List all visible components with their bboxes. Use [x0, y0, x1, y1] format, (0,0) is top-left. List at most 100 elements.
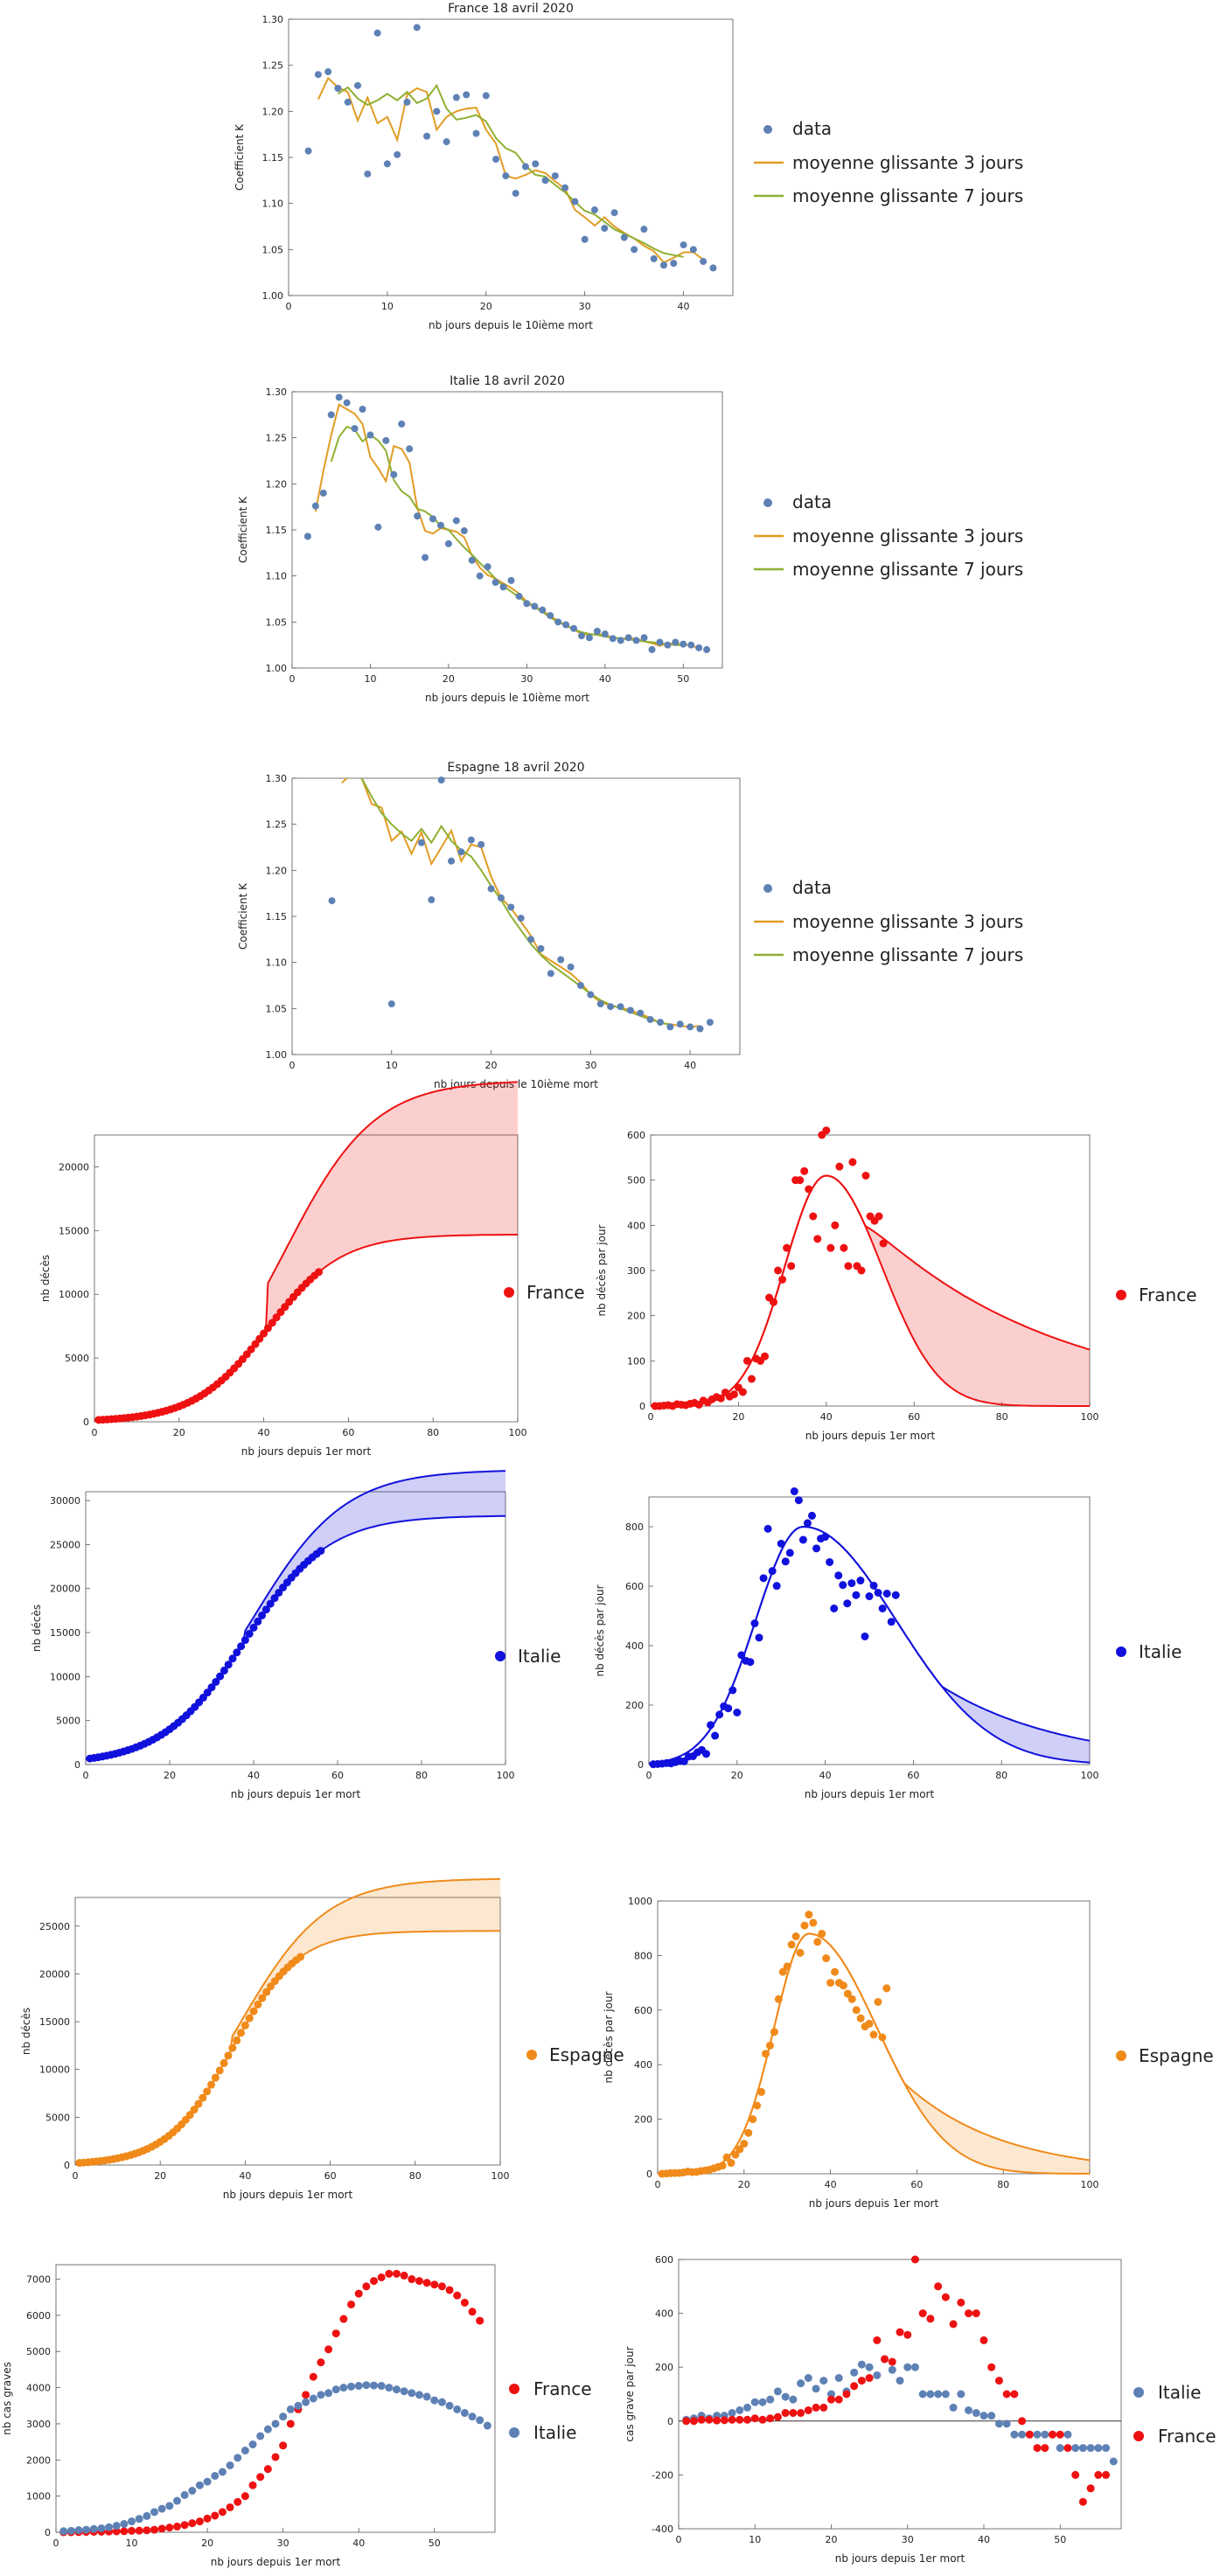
- data-point: [207, 1683, 216, 1692]
- data-point: [778, 1275, 787, 1284]
- data-point: [809, 1918, 818, 1927]
- data-point: [865, 2019, 874, 2028]
- chart-cum-italie: 0 20 40 60 80 100 0 5000 10000 15000 20000 25000 300…: [31, 1470, 561, 1800]
- data-point: [813, 1235, 822, 1243]
- x-tick-label: 100: [1081, 1411, 1099, 1423]
- data-point: [267, 1982, 275, 1991]
- data-point: [843, 1989, 852, 1998]
- x-tick-label: 0: [53, 2538, 59, 2549]
- data-point: [687, 641, 695, 649]
- data-point: [879, 1239, 888, 1248]
- data-point: [761, 1352, 770, 1361]
- data-point: [798, 1535, 807, 1544]
- data-point: [826, 1557, 834, 1566]
- data-point: [484, 563, 491, 571]
- data-point: [737, 1651, 746, 1660]
- x-tick-label: 40: [978, 2534, 990, 2545]
- data-point: [443, 138, 450, 146]
- data-point: [414, 512, 422, 520]
- data-point: [888, 2357, 896, 2366]
- data-point: [757, 2087, 766, 2096]
- data-point: [666, 1023, 674, 1031]
- data-point: [789, 2409, 798, 2418]
- data-point: [716, 1394, 725, 1403]
- x-tick-label: 20: [485, 1060, 498, 1071]
- data-point: [609, 635, 617, 643]
- x-tick-label: 30: [584, 1060, 596, 1071]
- data-point: [733, 1709, 742, 1716]
- data-point: [254, 2000, 262, 2009]
- data-point: [150, 2508, 159, 2517]
- data-point: [561, 184, 569, 191]
- x-tick-label: 20: [173, 1427, 185, 1438]
- data-point: [422, 2392, 431, 2401]
- y-tick-label: 400: [627, 1220, 645, 1231]
- x-tick-label: 10: [386, 1060, 398, 1071]
- data-point: [429, 515, 437, 523]
- data-point: [731, 2150, 740, 2159]
- data-point: [343, 399, 351, 407]
- data-point: [1094, 2470, 1103, 2479]
- data-point: [334, 85, 342, 92]
- data-point: [406, 445, 414, 453]
- data-point: [888, 2365, 896, 2374]
- data-point: [531, 602, 539, 610]
- data-point: [296, 1953, 305, 1961]
- data-point: [1048, 2430, 1056, 2439]
- y-tick-label: 500: [627, 1175, 645, 1187]
- data-point: [324, 2345, 333, 2354]
- data-point: [800, 1166, 809, 1175]
- legend-label: moyenne glissante 7 jours: [792, 559, 1023, 580]
- legend-marker: [1133, 2387, 1144, 2398]
- data-point: [547, 611, 554, 619]
- x-tick-label: 40: [247, 1770, 260, 1781]
- data-point: [749, 2115, 757, 2124]
- data-point: [1109, 2457, 1118, 2466]
- legend-marker: [1116, 2050, 1126, 2061]
- model-band: [75, 1878, 500, 2163]
- data-point: [763, 1524, 772, 1533]
- data-point: [878, 1605, 887, 1612]
- data-point: [865, 2363, 874, 2371]
- data-point: [570, 624, 578, 632]
- y-tick-label: 0: [639, 1401, 645, 1412]
- data-point: [112, 2522, 121, 2531]
- data-point: [656, 1019, 664, 1027]
- x-tick-label: 40: [599, 673, 611, 685]
- data-point: [949, 2320, 958, 2329]
- data-point: [805, 1911, 813, 1919]
- data-point: [512, 190, 519, 198]
- y-tick-label: 0: [638, 1759, 644, 1771]
- data-point: [713, 2416, 722, 2425]
- data-point: [551, 172, 559, 180]
- data-point: [408, 2275, 416, 2284]
- data-point: [747, 1375, 756, 1383]
- data-point: [590, 206, 598, 214]
- data-point: [729, 1390, 738, 1399]
- data-point: [813, 1938, 822, 1946]
- data-point: [875, 1212, 883, 1221]
- data-point: [987, 2363, 996, 2371]
- data-point: [707, 1721, 715, 1730]
- data-point: [362, 2381, 371, 2390]
- data-point: [1010, 2390, 1019, 2398]
- chart-k-italie: Italie 18 avril 2020 0 10 20 30 40 50 1.00 1.05 1…: [237, 374, 1023, 704]
- data-point: [143, 2526, 151, 2535]
- data-point: [218, 2508, 227, 2517]
- data-point: [150, 2525, 159, 2534]
- data-point: [689, 246, 697, 254]
- data-point: [702, 1750, 711, 1758]
- x-tick-label: 20: [731, 1770, 743, 1781]
- data-point: [97, 2524, 106, 2532]
- legend-label: Italie: [1158, 2382, 1201, 2403]
- data-point: [241, 2447, 249, 2455]
- legend-label: data: [792, 491, 832, 512]
- data-point: [949, 2403, 958, 2412]
- data-point: [607, 1003, 615, 1011]
- y-tick-label: 25000: [39, 1921, 70, 1932]
- data-point: [750, 1619, 759, 1627]
- legend-label: France: [1139, 1285, 1197, 1305]
- data-point: [492, 156, 500, 164]
- data-point: [601, 225, 609, 233]
